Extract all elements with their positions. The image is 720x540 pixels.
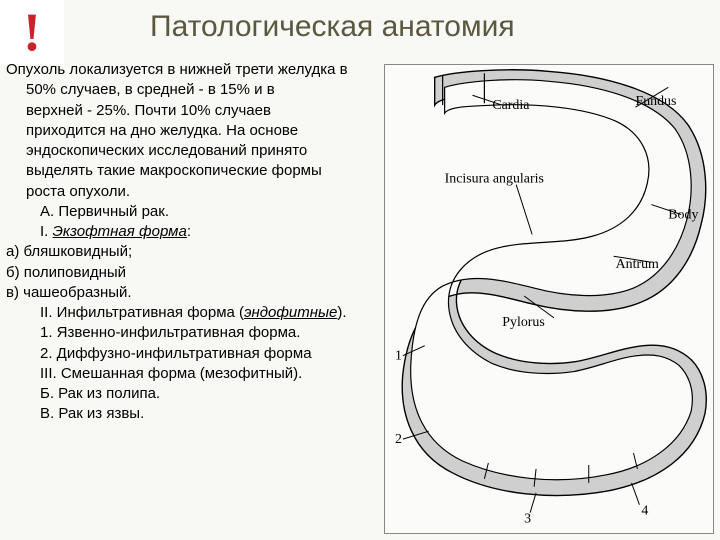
inline-text: ).	[337, 304, 346, 321]
label-antrum: Antrum	[616, 257, 659, 272]
label-body: Body	[668, 207, 698, 222]
para-line: А. Первичный рак.	[6, 202, 384, 222]
para-line: приходится на дно желудка. На основе	[6, 121, 384, 141]
para-line: Б. Рак из полипа.	[6, 384, 384, 404]
para-line: 50% случаев, в средней - в 15% и в	[6, 80, 384, 100]
label-fundus: Fundus	[635, 94, 676, 109]
para-line: 2. Диффузно-инфильтративная форма	[6, 344, 384, 364]
inline-text: II. Инфильтративная форма (	[40, 304, 244, 321]
para-line: эндоскопических исследований принято	[6, 141, 384, 161]
inline-text-underlined: эндофитные	[244, 304, 337, 321]
para-line: выделять такие макроскопические формы	[6, 161, 384, 181]
label-incisura: Incisura angularis	[445, 172, 544, 187]
para-line: б) полиповидный	[6, 263, 384, 283]
num-1: 1	[395, 349, 402, 364]
para-line: В. Рак из язвы.	[6, 404, 384, 424]
para-line: а) бляшковидный;	[6, 242, 384, 262]
para-line: в) чашеобразный.	[6, 283, 384, 303]
para-line: III. Смешанная форма (мезофитный).	[6, 364, 384, 384]
label-cardia: Cardia	[492, 98, 529, 113]
para-line: II. Инфильтративная форма (эндофитные).	[6, 303, 384, 323]
num-4: 4	[641, 504, 648, 519]
inline-text-underlined: Экзофтная форма	[53, 223, 187, 240]
inline-text: :	[187, 223, 191, 240]
inline-text: I.	[40, 223, 53, 240]
body-text: Опухоль локализуется в нижней трети желу…	[6, 60, 384, 425]
stomach-diagram: Cardia Fundus Incisura angularis Body An…	[384, 64, 714, 534]
para-line: Опухоль локализуется в нижней трети желу…	[6, 60, 384, 80]
num-3: 3	[524, 512, 531, 527]
para-line: роста опухоли.	[6, 182, 384, 202]
label-pylorus: Pylorus	[502, 315, 545, 330]
para-line: 1. Язвенно-инфильтративная форма.	[6, 323, 384, 343]
para-line: верхней - 25%. Почти 10% случаев	[6, 101, 384, 121]
warning-icon: !	[0, 0, 64, 64]
num-2: 2	[395, 432, 402, 447]
exclaim-glyph: !	[23, 1, 41, 63]
page-title: Патологическая анатомия	[150, 10, 515, 44]
para-line: I. Экзофтная форма:	[6, 222, 384, 242]
